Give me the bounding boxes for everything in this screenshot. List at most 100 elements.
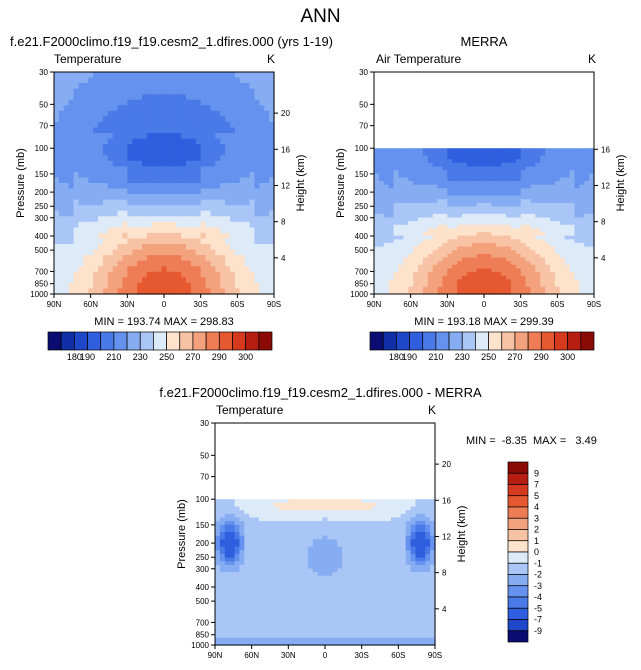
colorbar-label: 0 [534,547,539,557]
colorbar-swatch [48,332,61,350]
colorbar-label: 210 [106,352,121,362]
height-tick-label: 16 [601,145,610,154]
pressure-tick-label: 200 [196,539,210,548]
colorbar-swatch [167,332,180,350]
colorbar-swatch [370,332,383,350]
pressure-tick-label: 250 [35,202,49,211]
pressure-tick-label: 500 [35,246,49,255]
y2-axis-label: Height (km) [295,155,307,212]
colorbar-label: 270 [185,352,200,362]
colorbar-swatch [502,332,515,350]
colorbar-swatch [508,631,528,642]
latitude-tick-label: 60S [230,300,244,309]
pressure-tick-label: 1000 [191,641,209,650]
colorbar-swatch [383,332,396,350]
latitude-tick-label: 30N [440,300,455,309]
colorbar-swatch [508,552,528,563]
height-tick-label: 8 [281,218,286,227]
colorbar-swatch [219,332,232,350]
pressure-tick-label: 700 [35,267,49,276]
colorbar-swatch [508,462,528,473]
pressure-tick-label: 250 [196,553,210,562]
panel-diff-header: f.e21.F2000climo.f19_f19.cesm2_1.dfires.… [0,385,641,400]
pressure-tick-label: 30 [39,68,48,77]
colorbar-label: 230 [133,352,148,362]
colorbar-swatch [449,332,462,350]
height-tick-label: 12 [281,181,290,190]
colorbar-swatch [88,332,101,350]
colorbar-label: -1 [534,558,542,568]
colorbar-swatch [206,332,219,350]
colorbar-label: 190 [80,352,95,362]
latitude-tick-label: 0 [162,300,167,309]
colorbar-swatch [508,541,528,552]
pressure-tick-label: 500 [355,246,369,255]
contour-field [215,499,436,645]
colorbar-label: 3 [534,513,539,523]
colorbar-label: 230 [455,352,470,362]
pressure-tick-label: 150 [35,170,49,179]
difference-temperature-chart: 305070100150200250300400500700850100090N… [160,410,480,670]
colorbar-swatch [508,608,528,619]
colorbar-swatch [193,332,206,350]
pressure-tick-label: 50 [359,100,368,109]
latitude-tick-label: 0 [323,651,328,660]
colorbar-swatch [180,332,193,350]
latitude-tick-label: 30S [514,300,528,309]
latitude-tick-label: 90N [208,651,223,660]
colorbar-label: 5 [534,491,539,501]
height-tick-label: 4 [601,254,606,263]
pressure-tick-label: 700 [355,267,369,276]
colorbar-swatch [541,332,554,350]
colorbar-swatch [508,530,528,541]
y2-axis-label: Height (km) [456,506,468,563]
colorbar-swatch [489,332,502,350]
colorbar-swatch [508,575,528,586]
pressure-tick-label: 50 [39,100,48,109]
merra-temperature-chart: 305070100150200250300400500700850100090N… [321,60,641,360]
colorbar-label: 190 [402,352,417,362]
colorbar-swatch [508,507,528,518]
pressure-tick-label: 1000 [30,290,48,299]
height-tick-label: 20 [281,109,290,118]
y-axis-label: Pressure (mb) [176,499,188,569]
pressure-tick-label: 400 [196,583,210,592]
contour-field [374,148,595,294]
colorbar-swatch [568,332,581,350]
latitude-tick-label: 60N [403,300,418,309]
latitude-tick-label: 60S [550,300,564,309]
height-tick-label: 16 [442,496,451,505]
height-tick-label: 20 [442,460,451,469]
latitude-tick-label: 60S [391,651,405,660]
height-tick-label: 12 [442,532,451,541]
panel-diff-stats: MIN = -8.35 MAX = 3.49 [466,435,597,447]
colorbar-label: -7 [534,615,542,625]
pressure-tick-label: 50 [200,451,209,460]
colorbar-swatch [581,332,594,350]
colorbar-swatch [140,332,153,350]
colorbar-swatch [423,332,436,350]
pressure-tick-label: 850 [35,280,49,289]
colorbar-label: -4 [534,592,542,602]
latitude-tick-label: 0 [482,300,487,309]
contour-field [54,72,275,295]
colorbar-swatch [508,586,528,597]
colorbar-swatch [475,332,488,350]
colorbar-swatch [153,332,166,350]
pressure-tick-label: 70 [359,122,368,131]
colorbar-swatch [232,332,245,350]
pressure-tick-label: 300 [35,214,49,223]
colorbar-swatch [61,332,74,350]
colorbar-label: 300 [560,352,575,362]
colorbar-label: 1 [534,536,539,546]
figure-title: ANN [0,6,641,28]
pressure-tick-label: 850 [196,631,210,640]
colorbar-swatch [508,518,528,529]
colorbar-swatch [508,597,528,608]
colorbar-swatch [74,332,87,350]
height-tick-label: 4 [281,254,286,263]
colorbar-swatch [462,332,475,350]
latitude-tick-label: 30S [194,300,208,309]
